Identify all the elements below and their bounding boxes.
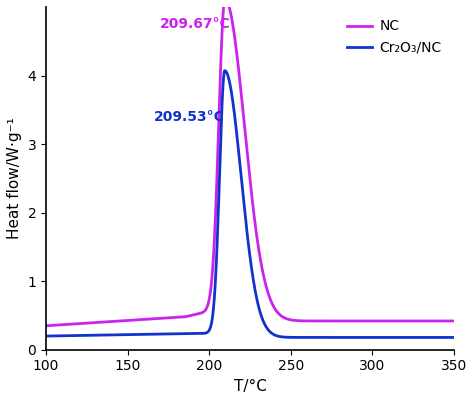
Cr₂O₃/NC bbox=[118, 332, 123, 337]
NC bbox=[379, 318, 384, 323]
Cr₂O₃/NC bbox=[379, 335, 384, 340]
Cr₂O₃/NC bbox=[347, 335, 353, 340]
NC bbox=[451, 318, 457, 323]
Cr₂O₃/NC bbox=[368, 335, 374, 340]
Text: 209.53°C: 209.53°C bbox=[154, 109, 224, 124]
NC bbox=[199, 310, 205, 315]
Cr₂O₃/NC bbox=[451, 335, 457, 340]
NC bbox=[288, 318, 293, 322]
NC bbox=[118, 319, 123, 324]
Y-axis label: Heat flow/W·g⁻¹: Heat flow/W·g⁻¹ bbox=[7, 117, 22, 239]
Cr₂O₃/NC bbox=[43, 334, 49, 338]
Legend: NC, Cr₂O₃/NC: NC, Cr₂O₃/NC bbox=[342, 14, 447, 60]
NC bbox=[347, 318, 353, 323]
Cr₂O₃/NC bbox=[199, 331, 205, 336]
Text: 209.67°C: 209.67°C bbox=[160, 17, 231, 31]
NC bbox=[309, 318, 314, 323]
Line: NC: NC bbox=[46, 0, 454, 326]
X-axis label: T/°C: T/°C bbox=[234, 379, 266, 394]
Cr₂O₃/NC bbox=[309, 335, 314, 340]
Cr₂O₃/NC bbox=[288, 335, 293, 340]
Line: Cr₂O₃/NC: Cr₂O₃/NC bbox=[46, 71, 454, 337]
NC bbox=[43, 323, 49, 328]
Cr₂O₃/NC bbox=[222, 68, 228, 73]
NC bbox=[222, 0, 228, 2]
